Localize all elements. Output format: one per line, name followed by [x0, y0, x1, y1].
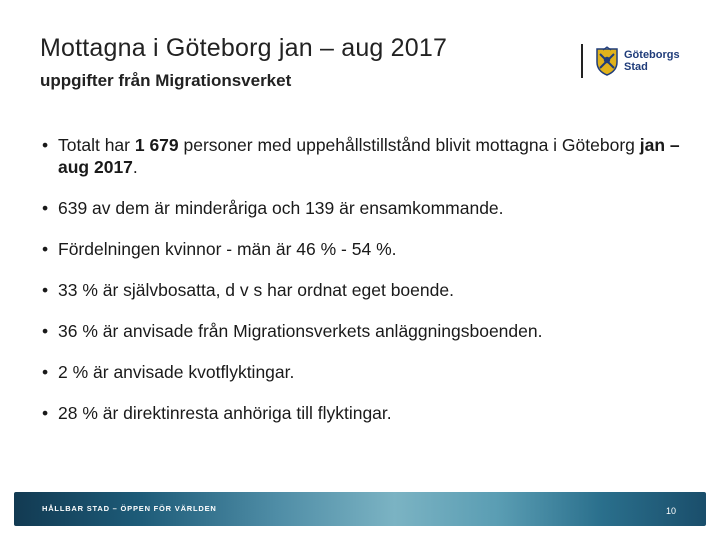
logo-text-line2: Stad — [624, 61, 648, 73]
footer-bar — [14, 492, 706, 526]
logo-text-line1: Göteborgs — [624, 49, 680, 61]
footer-tagline: HÅLLBAR STAD – ÖPPEN FÖR VÄRLDEN — [42, 504, 217, 513]
bullet-list: Totalt har 1 679 personer med uppehållst… — [40, 134, 680, 443]
bullet-text: . — [132, 157, 138, 177]
page-number: 10 — [666, 506, 677, 516]
logo-divider — [581, 44, 583, 78]
bullet-gender-split: Fördelningen kvinnor - män är 46 % - 54 … — [40, 238, 680, 260]
bullet-bold-period: jan – aug 2017 — [58, 135, 680, 177]
slide-title: Mottagna i Göteborg jan – aug 2017 — [40, 34, 448, 62]
goteborgs-stad-logo: Göteborgs Stad — [594, 46, 680, 76]
bullet-relatives: 28 % är direktinresta anhöriga till flyk… — [40, 402, 680, 424]
bullet-assigned-migration: 36 % är anvisade från Migrationsverkets … — [40, 320, 680, 342]
bullet-bold-count: 1 679 — [134, 135, 179, 155]
bullet-quota-refugees: 2 % är anvisade kvotflyktingar. — [40, 361, 680, 383]
bullet-text: Totalt har — [58, 135, 135, 155]
bullet-total-received: Totalt har 1 679 personer med uppehållst… — [40, 134, 680, 178]
bullet-minors: 639 av dem är minderåriga och 139 är ens… — [40, 197, 680, 219]
bullet-self-settled: 33 % är självbosatta, d v s har ordnat e… — [40, 279, 680, 301]
bullet-text: personer med uppehållstillstånd blivit m… — [178, 135, 640, 155]
gothenburg-crest-icon — [596, 46, 618, 76]
slide-subtitle: uppgifter från Migrationsverket — [40, 71, 292, 90]
